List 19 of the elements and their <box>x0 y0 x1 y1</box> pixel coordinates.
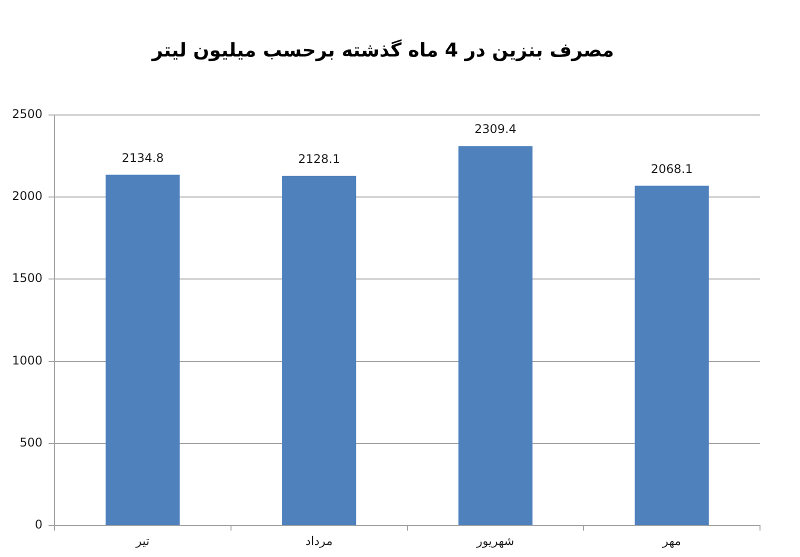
bar <box>634 186 709 526</box>
data-label: 2134.8 <box>122 150 164 165</box>
y-tick-label: 2000 <box>12 189 43 204</box>
x-tick-label: تیر <box>134 534 150 548</box>
x-tick-label: مهر <box>662 534 682 548</box>
bar <box>458 146 532 526</box>
bar <box>282 176 356 526</box>
data-label: 2068.1 <box>650 162 693 176</box>
y-tick-label: 500 <box>20 436 43 450</box>
y-tick-label: 2500 <box>12 106 43 121</box>
x-tick-label: مرداد <box>306 534 333 548</box>
x-tick-label: شهریور <box>476 534 514 548</box>
chart-title: مصرف بنزین در 4 ماه گذشته برحسب میلیون لیتر <box>151 38 614 62</box>
y-tick-label: 1000 <box>12 353 43 368</box>
y-tick-label: 0 <box>34 518 43 532</box>
data-label: 2309.4 <box>474 122 516 136</box>
data-label: 2128.1 <box>298 152 340 166</box>
bar <box>106 174 180 526</box>
y-tick-label: 1500 <box>12 271 43 286</box>
